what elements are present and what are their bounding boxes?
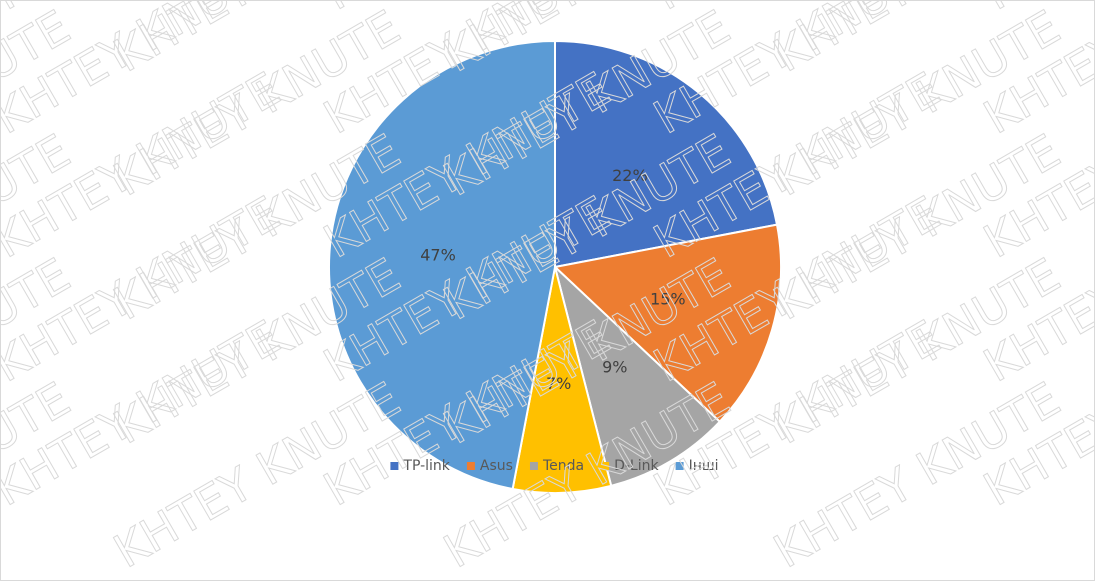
pie-slice <box>554 39 779 269</box>
legend-label: Asus <box>480 458 513 474</box>
pie-slice <box>328 39 556 491</box>
data-label: 7% <box>546 374 571 393</box>
data-label: 9% <box>602 358 627 377</box>
legend-label: Tenda <box>542 458 584 474</box>
legend-swatch <box>529 462 538 470</box>
legend-swatch <box>601 462 610 470</box>
legend-label: D-Link <box>614 458 659 474</box>
pie-slice <box>552 223 782 424</box>
data-label: 15% <box>650 289 686 308</box>
legend-label: Інші <box>689 458 719 474</box>
legend-swatch <box>466 462 475 470</box>
data-label: 22% <box>612 166 648 185</box>
legend-label: TP-link <box>402 458 450 474</box>
pie: 22% 15% 9% 7% 47% TP-link Asus Tenda D-Link Інші <box>328 39 782 494</box>
data-label: 47% <box>420 245 456 264</box>
legend-swatch <box>675 462 684 470</box>
pie-slice <box>553 263 722 488</box>
legend-swatch <box>390 462 399 470</box>
